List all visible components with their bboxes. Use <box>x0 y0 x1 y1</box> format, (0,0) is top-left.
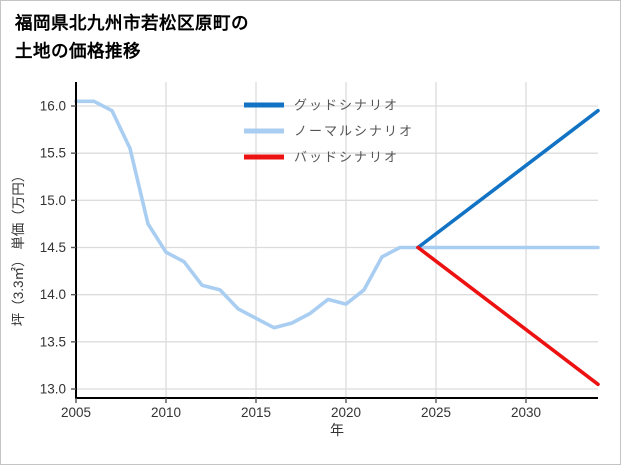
y-tick-label: 15.0 <box>40 193 66 208</box>
series-line-ノーマルシナリオ <box>74 99 600 330</box>
page-title: 福岡県北九州市若松区原町の 土地の価格推移 <box>15 9 249 65</box>
series-line-グッドシナリオ <box>416 108 600 250</box>
x-axis-title: 年 <box>330 422 344 438</box>
series-line-バッドシナリオ <box>416 245 600 387</box>
y-tick-label: 13.5 <box>40 334 66 349</box>
page-title-line2: 土地の価格推移 <box>15 41 141 61</box>
y-tick-label: 16.0 <box>40 99 66 114</box>
x-tick-label: 2030 <box>511 405 541 420</box>
page-title-line1: 福岡県北九州市若松区原町の <box>15 13 249 33</box>
x-tick-label: 2025 <box>421 405 451 420</box>
x-tick-label: 2005 <box>61 405 91 420</box>
legend-label-バッドシナリオ: バッドシナリオ <box>294 150 399 165</box>
legend-label-グッドシナリオ: グッドシナリオ <box>294 98 399 113</box>
y-tick-label: 14.5 <box>40 240 66 255</box>
y-tick-label: 14.0 <box>40 287 66 302</box>
x-tick-label: 2020 <box>331 405 361 420</box>
legend-label-ノーマルシナリオ: ノーマルシナリオ <box>294 124 414 139</box>
x-tick-label: 2010 <box>151 405 181 420</box>
x-tick-label: 2015 <box>241 405 271 420</box>
y-axis-title: 坪（3.3㎡） 単価（万円） <box>11 169 26 327</box>
y-tick-label: 15.5 <box>40 146 66 161</box>
y-tick-label: 13.0 <box>40 382 66 397</box>
